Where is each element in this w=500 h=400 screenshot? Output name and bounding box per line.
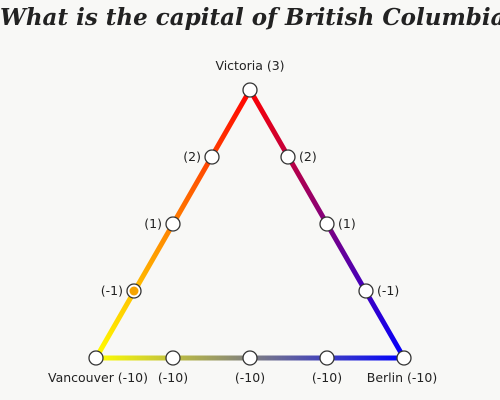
right-edge-point-3[interactable] [358,283,374,299]
left-edge-point-2[interactable] [165,216,181,232]
right-edge-point-1-label: (2) [299,149,317,164]
bottom-edge-point-1[interactable] [165,350,181,366]
bottom-edge-point-2-label: (-10) [235,370,265,385]
vertex-vancouver-label: Vancouver (-10) [48,370,148,385]
right-edge-point-3-label: (-1) [377,283,399,298]
right-edge-point-2[interactable] [319,216,335,232]
vertex-victoria[interactable] [242,82,258,98]
vertex-vancouver[interactable] [88,350,104,366]
left-edge-point-1-label: (2) [183,149,201,164]
question-title: What is the capital of British Columbia,… [0,4,500,31]
vertex-berlin-label: Berlin (-10) [367,370,437,385]
bottom-edge-point-3[interactable] [319,350,335,366]
left-edge-point-3-selected-dot [129,286,139,296]
right-edge-point-1[interactable] [280,149,296,165]
right-edge-point-2-label: (1) [338,216,356,231]
left-edge-point-1[interactable] [204,149,220,165]
bottom-edge-point-2[interactable] [242,350,258,366]
vertex-victoria-label: Victoria (3) [215,58,284,73]
bottom-edge-point-1-label: (-10) [158,370,188,385]
bottom-edge-point-3-label: (-10) [312,370,342,385]
left-edge-point-3-label: (-1) [101,283,123,298]
vertex-berlin[interactable] [396,350,412,366]
left-edge-point-2-label: (1) [144,216,162,231]
